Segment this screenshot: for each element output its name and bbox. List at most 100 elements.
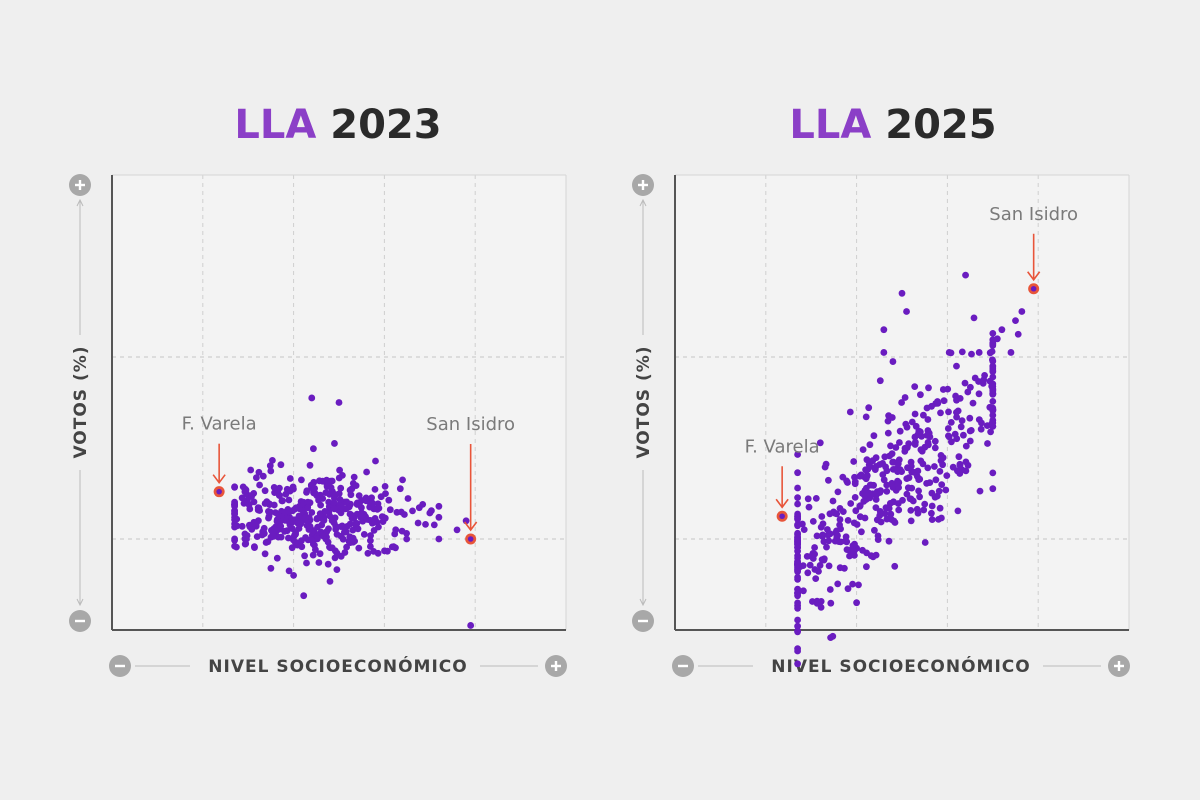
data-point [989,357,997,365]
data-point [804,495,812,503]
data-point [360,531,368,538]
data-point [358,512,366,520]
data-point [968,350,975,358]
data-point [862,413,870,421]
data-point [275,512,283,520]
data-point [309,551,317,559]
x-axis-title: NIVEL SOCIOECONÓMICO [771,655,1030,677]
data-point [392,526,400,534]
data-point [231,535,239,543]
data-point [908,418,916,426]
data-point [917,446,925,454]
data-point [924,416,932,423]
data-point [874,532,882,540]
data-point [288,544,296,552]
data-point [1018,308,1026,315]
data-point [926,433,934,441]
data-point [856,513,864,521]
data-point [866,441,874,449]
data-point [300,592,308,600]
data-point [809,518,817,525]
data-point [415,504,423,512]
data-point [794,469,801,477]
data-point [241,530,249,538]
data-point [303,559,310,567]
data-point [836,521,843,529]
data-point [966,437,974,445]
data-point [386,506,394,514]
data-point [337,523,345,530]
data-point [829,632,837,640]
data-point [298,543,306,551]
data-point [310,478,318,486]
data-point [435,535,443,543]
data-point [337,484,345,492]
data-point [936,468,944,475]
data-point [794,510,801,518]
data-point [311,485,318,492]
data-point [331,440,338,447]
data-point [337,552,345,560]
data-point [989,373,997,381]
data-point [942,486,950,494]
data-point [989,386,997,394]
data-point [246,521,253,529]
data-point [945,433,953,441]
data-point [367,537,374,544]
data-point [849,580,856,588]
data-point [865,404,873,412]
data-point [850,458,858,465]
data-point [889,358,897,365]
data-point [989,398,997,405]
data-point [336,466,343,474]
data-point [381,547,388,555]
data-point [285,534,292,542]
data-point [301,552,308,560]
data-point [859,446,867,453]
data-point [267,467,275,475]
data-point [895,506,903,514]
data-point [286,475,294,482]
data-point [825,476,832,484]
data-point [331,554,339,562]
data-point [794,451,801,458]
data-point [953,362,960,370]
data-point [850,548,857,555]
data-point [954,467,961,475]
data-point [989,407,997,415]
data-point [925,384,932,392]
data-point [859,546,866,554]
data-point [1014,330,1022,338]
data-point [951,430,959,438]
data-point [794,604,801,612]
data-point [952,392,959,400]
data-point [881,453,889,461]
title-year: 2023 [330,102,441,148]
data-point [958,417,966,424]
data-point [823,543,830,551]
data-point [435,513,443,521]
data-point [895,484,902,491]
y-arrow-head-down [639,598,647,607]
data-point [800,526,808,533]
data-point [255,504,263,512]
data-point [348,511,355,519]
data-point [381,483,389,490]
y-arrow-head-up [76,198,84,207]
data-point [794,554,801,562]
data-point [794,560,801,568]
data-point [811,550,818,558]
data-point [821,463,829,471]
data-point [335,399,343,406]
data-point [924,439,932,446]
data-point [320,516,328,524]
data-point [827,599,835,607]
annotation-label: F. Varela [745,436,820,457]
data-point [794,515,801,523]
data-point [269,457,276,464]
data-point [352,482,360,489]
data-point [935,487,943,495]
data-point [833,510,841,518]
data-point [231,516,239,524]
data-point [975,378,982,385]
